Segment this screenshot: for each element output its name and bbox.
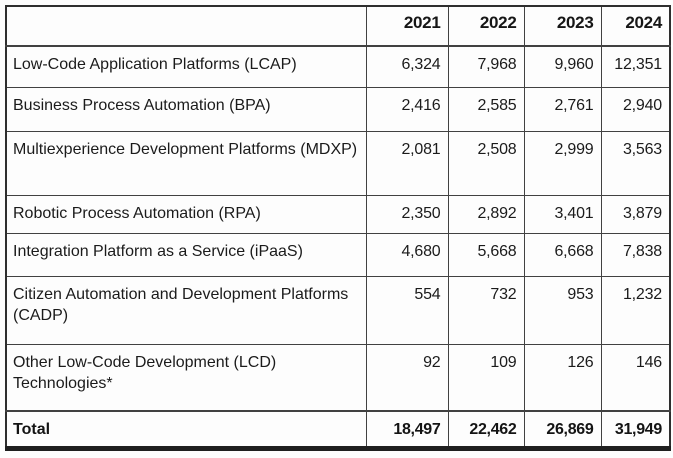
total-value-cell: 26,869 (523, 410, 602, 449)
row-label: Business Process Automation (BPA) (5, 86, 367, 132)
value-cell: 109 (447, 343, 525, 412)
header-cell-2021: 2021 (365, 5, 449, 47)
table-header-row: 2021 2022 2023 2024 (5, 5, 671, 47)
row-label: Robotic Process Automation (RPA) (5, 194, 367, 234)
table-row-rpa: Robotic Process Automation (RPA) 2,350 2… (5, 194, 671, 234)
value-cell: 2,940 (600, 86, 671, 132)
table-row-mdxp: Multiexperience Development Platforms (M… (5, 130, 671, 196)
total-label: Total (5, 410, 367, 449)
row-label: Other Low-Code Development (LCD) Technol… (5, 343, 367, 412)
value-cell: 4,680 (365, 232, 449, 277)
value-cell: 126 (523, 343, 602, 412)
value-cell: 7,968 (447, 45, 525, 88)
forecast-table: 2021 2022 2023 2024 Low-Code Application… (5, 5, 671, 451)
value-cell: 2,892 (447, 194, 525, 234)
value-cell: 2,999 (523, 130, 602, 196)
value-cell: 953 (523, 275, 602, 345)
header-cell-2024: 2024 (600, 5, 671, 47)
table-row-lcd: Other Low-Code Development (LCD) Technol… (5, 343, 671, 412)
header-cell-2023: 2023 (523, 5, 602, 47)
value-cell: 9,960 (523, 45, 602, 88)
value-cell: 3,401 (523, 194, 602, 234)
row-label: Integration Platform as a Service (iPaaS… (5, 232, 367, 277)
table-row-ipaas: Integration Platform as a Service (iPaaS… (5, 232, 671, 277)
value-cell: 2,761 (523, 86, 602, 132)
value-cell: 6,668 (523, 232, 602, 277)
value-cell: 92 (365, 343, 449, 412)
value-cell: 2,585 (447, 86, 525, 132)
header-cell-2022: 2022 (447, 5, 525, 47)
value-cell: 2,508 (447, 130, 525, 196)
row-label: Multiexperience Development Platforms (M… (5, 130, 367, 196)
value-cell: 2,350 (365, 194, 449, 234)
row-label: Citizen Automation and Development Platf… (5, 275, 367, 345)
value-cell: 1,232 (600, 275, 671, 345)
value-cell: 6,324 (365, 45, 449, 88)
value-cell: 3,563 (600, 130, 671, 196)
value-cell: 7,838 (600, 232, 671, 277)
value-cell: 2,416 (365, 86, 449, 132)
header-cell-empty (5, 5, 367, 47)
value-cell: 554 (365, 275, 449, 345)
table-row-total: Total 18,497 22,462 26,869 31,949 (5, 410, 671, 449)
value-cell: 3,879 (600, 194, 671, 234)
total-value-cell: 31,949 (600, 410, 671, 449)
value-cell: 5,668 (447, 232, 525, 277)
total-value-cell: 18,497 (365, 410, 449, 449)
table-row-lcap: Low-Code Application Platforms (LCAP) 6,… (5, 45, 671, 88)
value-cell: 732 (447, 275, 525, 345)
value-cell: 2,081 (365, 130, 449, 196)
total-value-cell: 22,462 (447, 410, 525, 449)
value-cell: 146 (600, 343, 671, 412)
table-row-cadp: Citizen Automation and Development Platf… (5, 275, 671, 345)
value-cell: 12,351 (600, 45, 671, 88)
table-row-bpa: Business Process Automation (BPA) 2,416 … (5, 86, 671, 132)
row-label: Low-Code Application Platforms (LCAP) (5, 45, 367, 88)
